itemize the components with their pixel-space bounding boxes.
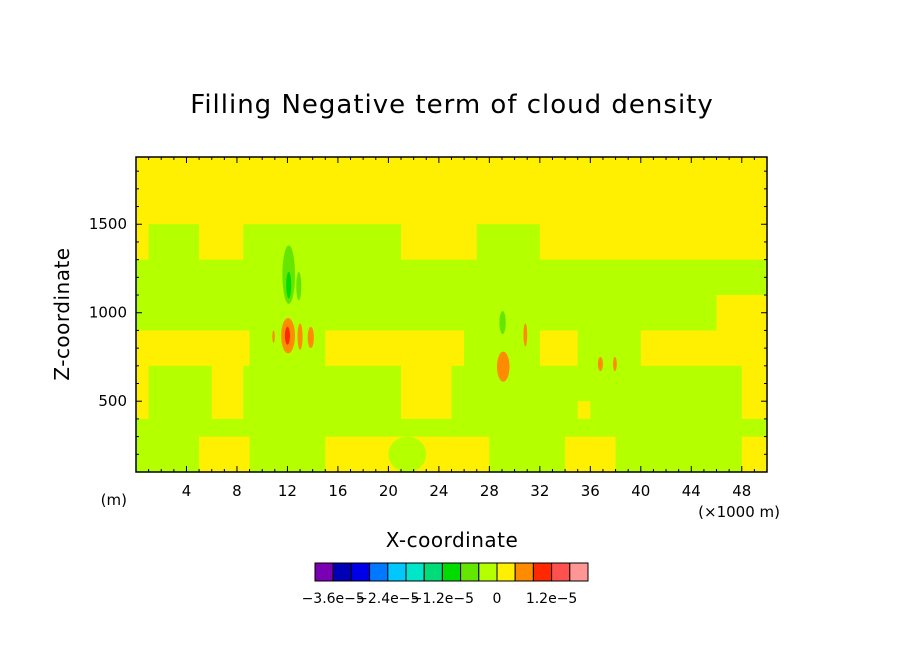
x-tick-label: 48 bbox=[732, 482, 751, 500]
x-tick-label: 8 bbox=[232, 482, 242, 500]
colorbar-label: −3.6e−5 bbox=[302, 591, 365, 607]
contour-region-30 bbox=[284, 326, 290, 345]
x-tick-label: 20 bbox=[379, 482, 398, 500]
colorbar-label: −1.2e−5 bbox=[411, 591, 474, 607]
contour-region-21 bbox=[286, 272, 292, 299]
colorbar-swatch bbox=[332, 562, 352, 582]
contour-region-26 bbox=[496, 351, 510, 382]
y-tick-label: 1000 bbox=[89, 304, 127, 322]
colorbar-label: −2.4e−5 bbox=[356, 591, 419, 607]
axis-ticks bbox=[136, 157, 767, 472]
contour-region-19 bbox=[296, 272, 302, 301]
x-tick-label: 40 bbox=[631, 482, 650, 500]
x-tick-label: 12 bbox=[278, 482, 297, 500]
x-tick-label: 44 bbox=[682, 482, 701, 500]
x-unit-label: (×1000 m) bbox=[698, 503, 780, 521]
contour-region-0 bbox=[136, 259, 767, 296]
contour-region-20 bbox=[499, 310, 506, 334]
colorbar-swatch bbox=[369, 562, 389, 582]
y-axis-label: Z-coordinate bbox=[50, 247, 74, 380]
x-tick-label: 4 bbox=[182, 482, 192, 500]
chart-title: Filling Negative term of cloud density bbox=[190, 90, 714, 120]
contour-region-2 bbox=[243, 224, 402, 296]
y-tick-labels: 500 1000 1500 bbox=[89, 215, 127, 410]
contour-region-28 bbox=[597, 356, 603, 372]
colorbar-swatch bbox=[441, 562, 462, 582]
contour-region-3 bbox=[476, 224, 540, 296]
colorbar-swatch bbox=[387, 562, 407, 582]
x-tick-labels: 4 8 12 16 20 24 28 32 36 40 44 48 bbox=[182, 482, 752, 500]
contour-region-25 bbox=[272, 330, 275, 343]
contour-region-13 bbox=[136, 436, 200, 472]
x-tick-label: 24 bbox=[429, 482, 448, 500]
contour-region-1 bbox=[148, 224, 200, 296]
colorbar-swatch bbox=[314, 562, 334, 582]
colorbar-swatch bbox=[423, 562, 443, 582]
colorbar-swatch bbox=[350, 562, 371, 582]
y-tick-label: 500 bbox=[98, 392, 127, 410]
contour-region-29 bbox=[613, 356, 617, 372]
contour-region-27 bbox=[523, 323, 528, 347]
y-unit-label: (m) bbox=[101, 491, 127, 509]
x-tick-label: 36 bbox=[581, 482, 600, 500]
colorbar-labels: −3.6e−5−2.4e−5−1.2e−5 0 1.2e−5 bbox=[302, 591, 578, 607]
x-axis-label: X-coordinate bbox=[386, 528, 519, 552]
contour-region-9 bbox=[243, 365, 402, 419]
colorbar-swatch bbox=[569, 562, 589, 582]
contour-region-15 bbox=[388, 436, 427, 472]
colorbar-swatch bbox=[551, 562, 571, 582]
colorbar-swatch bbox=[460, 562, 480, 582]
contour-region-17 bbox=[615, 436, 742, 472]
contour-region-8 bbox=[148, 365, 212, 419]
colorbar-swatch bbox=[405, 562, 425, 582]
contour-region-23 bbox=[297, 323, 303, 350]
plot-area bbox=[136, 157, 767, 472]
colorbar-label: 1.2e−5 bbox=[526, 591, 578, 607]
x-tick-label: 32 bbox=[530, 482, 549, 500]
contour-region-24 bbox=[307, 326, 314, 349]
contour-region-16 bbox=[489, 436, 566, 472]
colorbar-swatch bbox=[478, 562, 498, 582]
contour-region-12 bbox=[136, 418, 767, 437]
colorbar-label: 0 bbox=[493, 591, 502, 607]
colorbar-swatch bbox=[514, 562, 534, 582]
colorbar-swatch bbox=[532, 562, 553, 582]
colorbar bbox=[314, 562, 589, 582]
colorbar-swatch bbox=[496, 562, 516, 582]
x-tick-label: 28 bbox=[480, 482, 499, 500]
y-tick-label: 1500 bbox=[89, 215, 127, 233]
x-tick-label: 16 bbox=[328, 482, 347, 500]
